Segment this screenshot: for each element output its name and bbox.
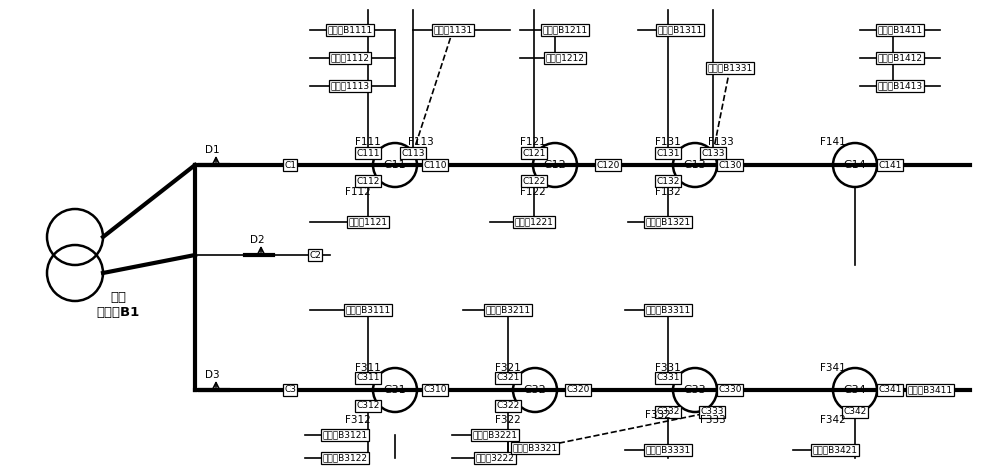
Text: 用户表B3421: 用户表B3421 (812, 446, 858, 454)
Text: C321: C321 (496, 374, 520, 383)
Text: F112: F112 (345, 187, 371, 197)
Text: C121: C121 (522, 149, 546, 157)
Text: 用户表B1311: 用户表B1311 (657, 25, 703, 34)
Text: D2: D2 (250, 235, 264, 245)
Text: C122: C122 (522, 177, 546, 186)
Text: C322: C322 (496, 401, 520, 410)
Text: C332: C332 (656, 407, 680, 416)
Text: C333: C333 (700, 407, 724, 416)
Text: 用户表B3411: 用户表B3411 (907, 385, 953, 394)
Text: C341: C341 (878, 385, 902, 394)
Text: F342: F342 (820, 415, 846, 425)
Text: C320: C320 (566, 385, 590, 394)
Text: 用户表B1413: 用户表B1413 (877, 81, 923, 91)
Text: C130: C130 (718, 160, 742, 170)
Text: C112: C112 (356, 177, 380, 186)
Text: C311: C311 (356, 374, 380, 383)
Text: 用户表B3121: 用户表B3121 (322, 431, 368, 439)
Text: 用户表3222: 用户表3222 (476, 454, 514, 462)
Text: C312: C312 (356, 401, 380, 410)
Text: C3: C3 (284, 385, 296, 394)
Text: F141: F141 (820, 137, 846, 147)
Text: F121: F121 (520, 137, 546, 147)
Text: 杆上
变压器B1: 杆上 变压器B1 (96, 291, 140, 319)
Text: 用户表B1331: 用户表B1331 (707, 63, 753, 72)
Text: F331: F331 (655, 363, 681, 373)
Text: D3: D3 (205, 370, 219, 380)
Text: F311: F311 (355, 363, 381, 373)
Text: C132: C132 (656, 177, 680, 186)
Text: 用户表B3122: 用户表B3122 (323, 454, 368, 462)
Text: C331: C331 (656, 374, 680, 383)
Text: C120: C120 (596, 160, 620, 170)
Text: D1: D1 (205, 145, 219, 155)
Text: 用户表B3111: 用户表B3111 (345, 306, 391, 314)
Text: C141: C141 (878, 160, 902, 170)
Text: G11: G11 (384, 160, 406, 170)
Text: G31: G31 (384, 385, 406, 395)
Text: F321: F321 (495, 363, 521, 373)
Text: F113: F113 (408, 137, 434, 147)
Text: C111: C111 (356, 149, 380, 157)
Text: G13: G13 (684, 160, 706, 170)
Text: 用户表B1412: 用户表B1412 (878, 54, 922, 63)
Text: C113: C113 (401, 149, 425, 157)
Text: 用户表1112: 用户表1112 (331, 54, 370, 63)
Text: C2: C2 (309, 251, 321, 259)
Text: 用户表B3221: 用户表B3221 (473, 431, 518, 439)
Text: G33: G33 (684, 385, 706, 395)
Text: 用户表B3321: 用户表B3321 (512, 444, 558, 453)
Text: F332: F332 (645, 410, 671, 420)
Text: F133: F133 (708, 137, 734, 147)
Text: 用户表1113: 用户表1113 (330, 81, 370, 91)
Text: C110: C110 (423, 160, 447, 170)
Text: G32: G32 (524, 385, 546, 395)
Text: 用户表B1411: 用户表B1411 (877, 25, 923, 34)
Text: F341: F341 (820, 363, 846, 373)
Text: 用户表B3211: 用户表B3211 (485, 306, 531, 314)
Text: 用户表1212: 用户表1212 (546, 54, 584, 63)
Text: F132: F132 (655, 187, 681, 197)
Text: F111: F111 (355, 137, 381, 147)
Text: 用户表B1211: 用户表B1211 (542, 25, 588, 34)
Text: 用户表B1111: 用户表B1111 (327, 25, 373, 34)
Text: 用户表B1321: 用户表B1321 (645, 218, 691, 227)
Text: C310: C310 (423, 385, 447, 394)
Text: F131: F131 (655, 137, 681, 147)
Text: 用户表B3311: 用户表B3311 (645, 306, 691, 314)
Text: F322: F322 (495, 415, 521, 425)
Text: C133: C133 (701, 149, 725, 157)
Text: 用户表B3331: 用户表B3331 (645, 446, 691, 454)
Text: G12: G12 (544, 160, 566, 170)
Text: G34: G34 (844, 385, 866, 395)
Text: F312: F312 (345, 415, 371, 425)
Text: 用户表1221: 用户表1221 (515, 218, 553, 227)
Text: 用户表1131: 用户表1131 (433, 25, 473, 34)
Text: F333: F333 (700, 415, 726, 425)
Text: C1: C1 (284, 160, 296, 170)
Text: C342: C342 (843, 407, 867, 416)
Text: C330: C330 (718, 385, 742, 394)
Text: 用户表1121: 用户表1121 (349, 218, 388, 227)
Text: F122: F122 (520, 187, 546, 197)
Text: G14: G14 (844, 160, 866, 170)
Text: C131: C131 (656, 149, 680, 157)
